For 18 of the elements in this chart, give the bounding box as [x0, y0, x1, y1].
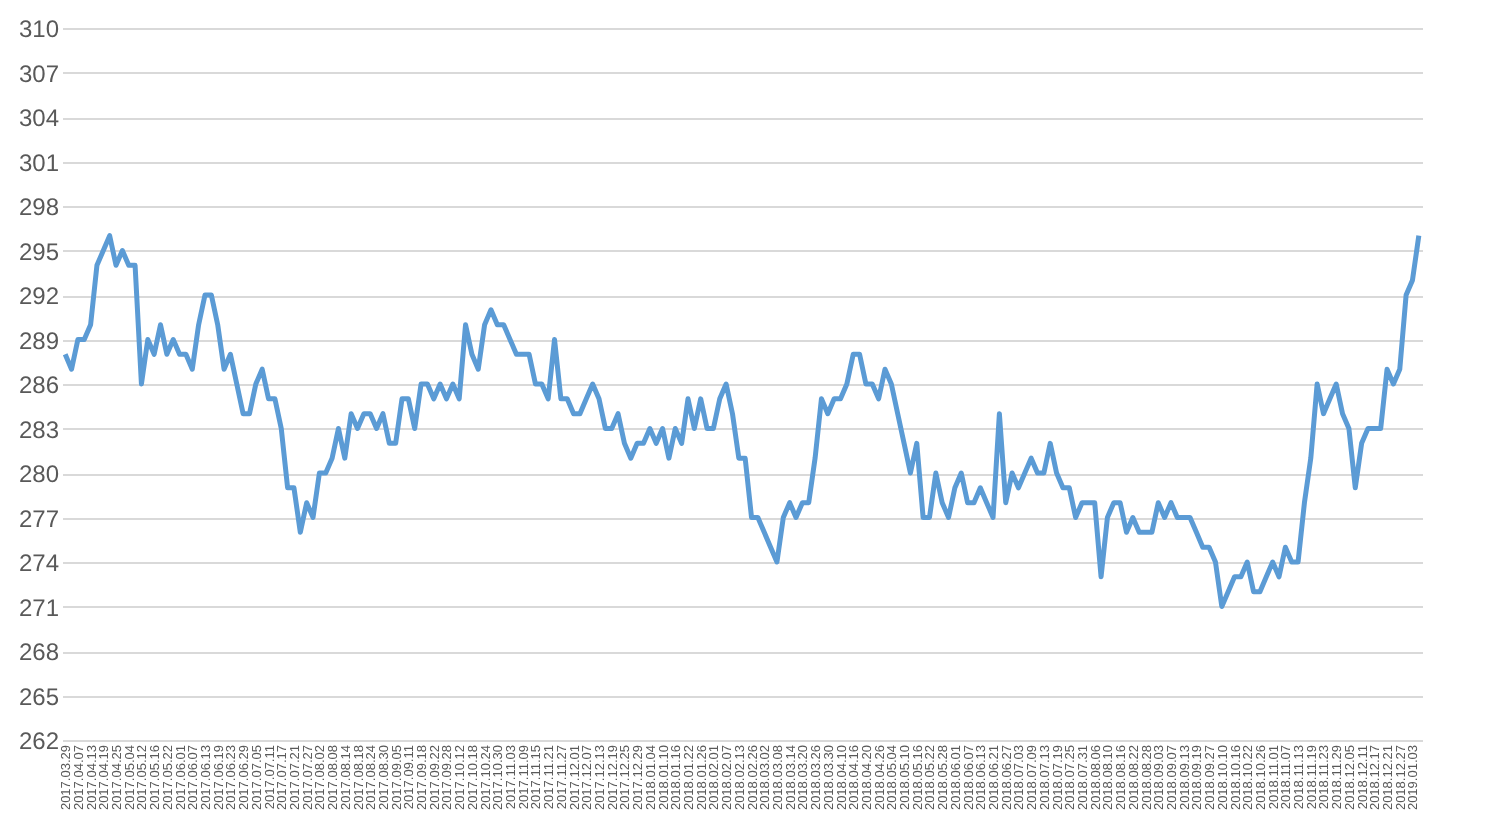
y-tick-label: 304	[18, 104, 60, 132]
y-tick-label: 265	[18, 682, 60, 711]
y-tick-label: 310	[18, 15, 60, 43]
y-tick-label: 262	[18, 727, 60, 755]
y-tick-label: 301	[18, 148, 60, 177]
y-tick-label: 271	[18, 593, 60, 622]
y-tick-label: 295	[18, 237, 60, 266]
y-tick-label: 280	[18, 460, 60, 488]
y-tick-label: 274	[18, 549, 60, 577]
y-tick-label: 286	[18, 371, 60, 399]
y-tick-label: 268	[18, 638, 60, 666]
y-tick-label: 298	[18, 193, 60, 221]
y-tick-label: 283	[18, 415, 60, 444]
y-tick-label: 307	[18, 59, 60, 88]
y-tick-label: 289	[18, 326, 60, 355]
y-tick-label: 277	[18, 504, 60, 533]
y-tick-label: 292	[18, 282, 60, 310]
line-series	[62, 233, 1422, 609]
